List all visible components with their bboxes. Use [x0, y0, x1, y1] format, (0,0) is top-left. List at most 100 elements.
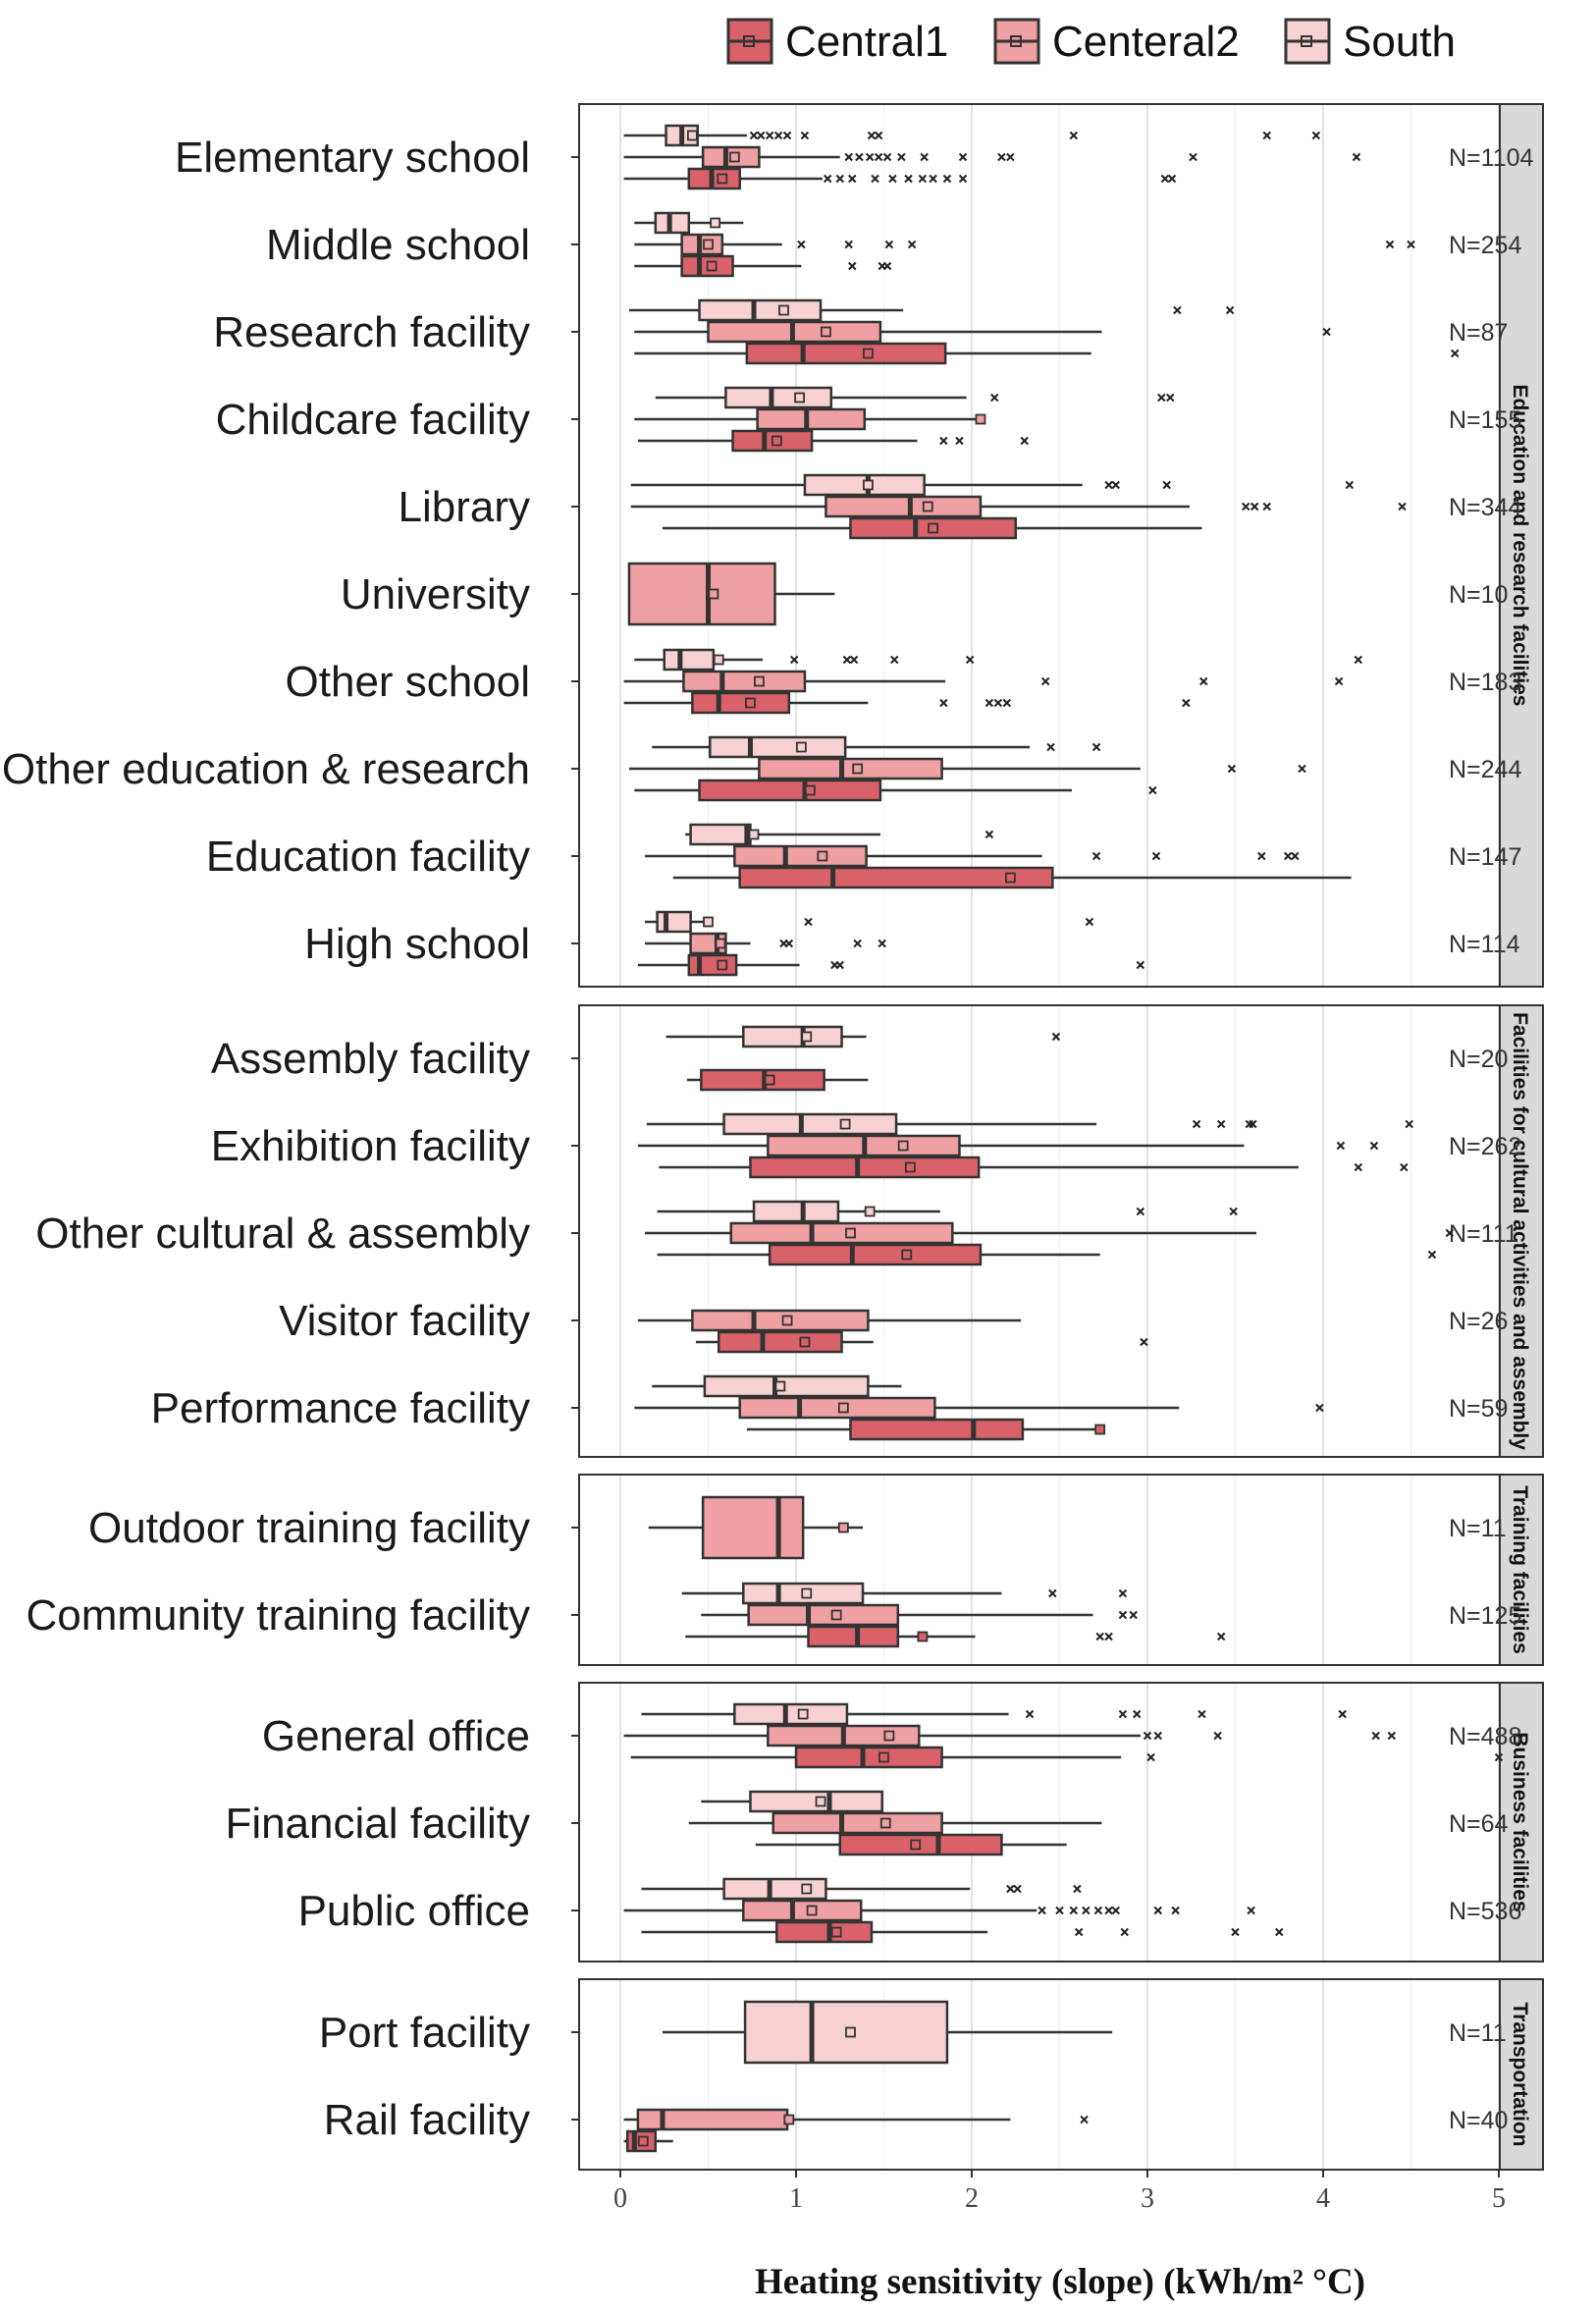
- mean-marker: [806, 1905, 818, 1916]
- box-centeral2: [645, 1221, 1455, 1245]
- outlier-point: [1494, 1752, 1504, 1762]
- outlier-point: [1120, 1927, 1129, 1937]
- outlier-point: [804, 917, 813, 927]
- category-label: Other cultural & assembly: [35, 1210, 530, 1258]
- box-south: [685, 823, 994, 846]
- box-iqr: [687, 167, 741, 190]
- n-count-label: N=344: [1449, 494, 1521, 521]
- box-iqr: [656, 910, 692, 934]
- box-centeral2: [630, 495, 1407, 518]
- outlier-point: [1247, 1906, 1255, 1915]
- mean-marker: [821, 326, 831, 338]
- outlier-point: [1104, 1906, 1113, 1915]
- outlier-point: [1242, 502, 1250, 511]
- box-iqr: [738, 1396, 936, 1420]
- outlier-point: [1192, 1119, 1201, 1129]
- outlier-point: [1040, 676, 1050, 686]
- box-iqr: [654, 211, 691, 235]
- outlier-point: [1182, 698, 1191, 708]
- category-general-office: General office N=488: [262, 1702, 1521, 1769]
- box-south: [634, 648, 1363, 672]
- outlier-point: [1160, 174, 1170, 184]
- box-centeral2: [648, 1495, 864, 1560]
- category-label: Performance facility: [151, 1384, 530, 1432]
- outlier-point: [848, 261, 857, 271]
- outlier-point: [958, 174, 968, 184]
- n-count-label: N=183: [1449, 669, 1521, 696]
- outlier-point: [1143, 1731, 1152, 1741]
- legend-label-south: South: [1343, 18, 1456, 66]
- category-high-school: High school N=114: [304, 910, 1520, 977]
- x-axis-title: Heating sensitivity (slope) (kWh/m² °C): [755, 2262, 1365, 2302]
- outlier-point: [1118, 1610, 1128, 1620]
- box-iqr: [747, 1603, 900, 1627]
- box-iqr: [729, 1221, 954, 1245]
- box-south: [652, 1374, 902, 1398]
- box-south: [630, 473, 1355, 497]
- box-central1: [634, 254, 892, 278]
- box-central1: [637, 953, 1145, 977]
- mean-marker: [910, 1839, 922, 1851]
- outlier-point: [1111, 1906, 1120, 1915]
- legend-item-centeral2: Centeral2: [993, 18, 1240, 66]
- panel-business-facilities: Business facilities General office N=488 Fi…: [225, 1682, 1544, 1963]
- box-centeral2: [637, 1309, 1022, 1332]
- outlier-point: [844, 240, 853, 249]
- outlier-point: [848, 174, 857, 184]
- outlier-point: [1197, 1709, 1206, 1719]
- category-label: Exhibition facility: [211, 1122, 530, 1170]
- outlier-point: [1002, 698, 1012, 708]
- outlier-point: [1093, 1906, 1103, 1915]
- box-central1: [685, 1625, 1226, 1648]
- outlier-point: [1013, 1884, 1022, 1894]
- outlier-point: [1291, 851, 1300, 861]
- legend-item-central1: Central1: [726, 18, 948, 66]
- category-label: University: [341, 570, 530, 618]
- mean-marker: [708, 588, 719, 600]
- box-iqr: [771, 1811, 943, 1835]
- outlier-point: [1111, 480, 1120, 490]
- outlier-point: [1398, 502, 1407, 511]
- box-central1: [634, 779, 1157, 802]
- outlier-point: [1048, 1588, 1057, 1598]
- box-iqr: [807, 1625, 900, 1648]
- outlier-point: [1369, 1141, 1379, 1151]
- panel-background: [579, 1979, 1500, 2170]
- box-central1: [746, 1418, 1106, 1441]
- facet-strip-label: Training facilities: [1509, 1485, 1531, 1654]
- facet-strip-label: Transportation: [1509, 2002, 1531, 2146]
- category-label: Middle school: [266, 221, 530, 269]
- outlier-point: [1055, 1906, 1064, 1915]
- outlier-point: [1173, 305, 1182, 315]
- category-community-training-facility: Community training facility N=125: [27, 1582, 1521, 1648]
- n-count-label: N=155: [1449, 406, 1521, 434]
- mean-marker: [713, 654, 724, 666]
- box-iqr: [680, 233, 724, 256]
- outlier-point: [1315, 1403, 1324, 1413]
- category-label: General office: [262, 1712, 530, 1760]
- outlier-point: [884, 240, 894, 249]
- mean-marker: [928, 522, 939, 534]
- outlier-point: [1229, 1207, 1238, 1216]
- outlier-point: [907, 240, 917, 249]
- outlier-point: [800, 131, 810, 140]
- mean-marker: [975, 413, 986, 425]
- box-iqr: [698, 298, 823, 322]
- category-visitor-facility: Visitor facility N=26: [279, 1297, 1508, 1354]
- outlier-point: [835, 960, 844, 970]
- box-centeral2: [637, 1134, 1379, 1157]
- outlier-point: [1118, 1588, 1128, 1598]
- outlier-point: [1133, 1709, 1142, 1719]
- n-count-label: N=10: [1449, 581, 1508, 609]
- box-iqr: [742, 1899, 863, 1922]
- mean-marker: [799, 1336, 811, 1348]
- mean-marker: [878, 1751, 889, 1763]
- n-count-label: N=64: [1449, 1810, 1509, 1838]
- box-centeral2: [701, 1603, 1138, 1627]
- category-label: Financial facility: [225, 1800, 530, 1848]
- box-iqr: [825, 495, 983, 518]
- box-iqr: [709, 735, 847, 759]
- n-count-label: N=254: [1449, 232, 1521, 259]
- outlier-point: [1250, 502, 1259, 511]
